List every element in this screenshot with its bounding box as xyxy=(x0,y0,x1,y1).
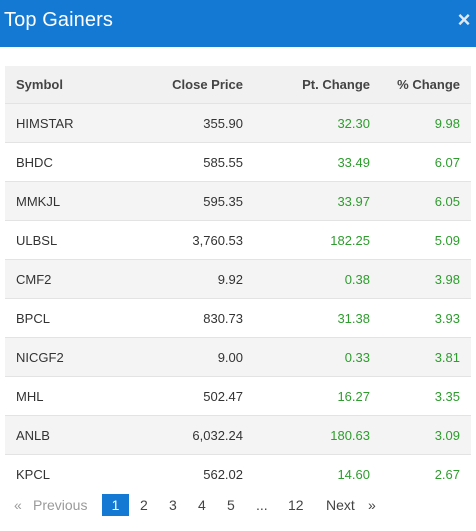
symbol-cell: CMF2 xyxy=(5,259,127,299)
close-price-cell: 585.55 xyxy=(127,142,254,182)
table-row[interactable]: MMKJL 595.35 33.97 6.05 xyxy=(5,181,471,221)
page-link-12[interactable]: 12 xyxy=(288,497,304,513)
table-row[interactable]: ULBSL 3,760.53 182.25 5.09 xyxy=(5,220,471,260)
table-row[interactable]: HIMSTAR 355.90 32.30 9.98 xyxy=(5,103,471,143)
page-link-5[interactable]: 5 xyxy=(227,497,235,513)
pt-change-cell: 16.27 xyxy=(254,376,381,416)
pt-change-cell: 33.97 xyxy=(254,181,381,221)
pt-change-cell: 33.49 xyxy=(254,142,381,182)
close-price-cell: 9.92 xyxy=(127,259,254,299)
column-header-pt-change: Pt. Change xyxy=(254,66,381,104)
table-row[interactable]: CMF2 9.92 0.38 3.98 xyxy=(5,259,471,299)
pt-change-cell: 182.25 xyxy=(254,220,381,260)
table-row[interactable]: BHDC 585.55 33.49 6.07 xyxy=(5,142,471,182)
symbol-cell: HIMSTAR xyxy=(5,103,127,143)
page-link-2[interactable]: 2 xyxy=(140,497,148,513)
page-link-1[interactable]: 1 xyxy=(102,494,129,516)
close-price-cell: 562.02 xyxy=(127,454,254,493)
close-icon[interactable]: × xyxy=(457,7,471,32)
pct-change-cell: 6.07 xyxy=(381,142,471,182)
pct-change-cell: 3.81 xyxy=(381,337,471,377)
close-price-cell: 3,760.53 xyxy=(127,220,254,260)
pt-change-cell: 0.33 xyxy=(254,337,381,377)
pct-change-cell: 3.98 xyxy=(381,259,471,299)
pct-change-cell: 2.67 xyxy=(381,454,471,493)
column-header-symbol: Symbol xyxy=(5,66,127,104)
pct-change-cell: 9.98 xyxy=(381,103,471,143)
gainers-table: Symbol Close Price Pt. Change % Change H… xyxy=(5,66,471,493)
column-header-pct-change: % Change xyxy=(381,66,471,104)
symbol-cell: MHL xyxy=(5,376,127,416)
dialog-title: Top Gainers xyxy=(4,9,113,31)
table-row[interactable]: BPCL 830.73 31.38 3.93 xyxy=(5,298,471,338)
close-price-cell: 830.73 xyxy=(127,298,254,338)
previous-link: Previous xyxy=(33,497,88,513)
pt-change-cell: 31.38 xyxy=(254,298,381,338)
table-row[interactable]: ANLB 6,032.24 180.63 3.09 xyxy=(5,415,471,455)
pt-change-cell: 14.60 xyxy=(254,454,381,493)
pagination: « Previous 1 2 3 4 5 ... 12 Next » xyxy=(0,494,476,516)
page-link-3[interactable]: 3 xyxy=(169,497,177,513)
close-price-cell: 355.90 xyxy=(127,103,254,143)
gainers-table-container: Symbol Close Price Pt. Change % Change H… xyxy=(5,66,471,493)
pct-change-cell: 3.09 xyxy=(381,415,471,455)
symbol-cell: ULBSL xyxy=(5,220,127,260)
next-link[interactable]: Next xyxy=(326,497,355,513)
column-header-close-price: Close Price xyxy=(127,66,254,104)
symbol-cell: NICGF2 xyxy=(5,337,127,377)
symbol-cell: KPCL xyxy=(5,454,127,493)
pt-change-cell: 180.63 xyxy=(254,415,381,455)
close-price-cell: 9.00 xyxy=(127,337,254,377)
symbol-cell: BHDC xyxy=(5,142,127,182)
close-price-cell: 595.35 xyxy=(127,181,254,221)
pagination-ellipsis: ... xyxy=(256,497,268,513)
close-price-cell: 502.47 xyxy=(127,376,254,416)
pct-change-cell: 3.93 xyxy=(381,298,471,338)
table-header-row: Symbol Close Price Pt. Change % Change xyxy=(5,66,471,104)
close-price-cell: 6,032.24 xyxy=(127,415,254,455)
pct-change-cell: 3.35 xyxy=(381,376,471,416)
symbol-cell: BPCL xyxy=(5,298,127,338)
page-link-4[interactable]: 4 xyxy=(198,497,206,513)
symbol-cell: MMKJL xyxy=(5,181,127,221)
pct-change-cell: 5.09 xyxy=(381,220,471,260)
table-row[interactable]: NICGF2 9.00 0.33 3.81 xyxy=(5,337,471,377)
pt-change-cell: 32.30 xyxy=(254,103,381,143)
pt-change-cell: 0.38 xyxy=(254,259,381,299)
pct-change-cell: 6.05 xyxy=(381,181,471,221)
table-row[interactable]: MHL 502.47 16.27 3.35 xyxy=(5,376,471,416)
symbol-cell: ANLB xyxy=(5,415,127,455)
next-arrow[interactable]: » xyxy=(368,497,376,513)
table-row[interactable]: KPCL 562.02 14.60 2.67 xyxy=(5,454,471,493)
dialog-header: Top Gainers × xyxy=(0,0,476,47)
prev-arrow: « xyxy=(14,497,22,513)
